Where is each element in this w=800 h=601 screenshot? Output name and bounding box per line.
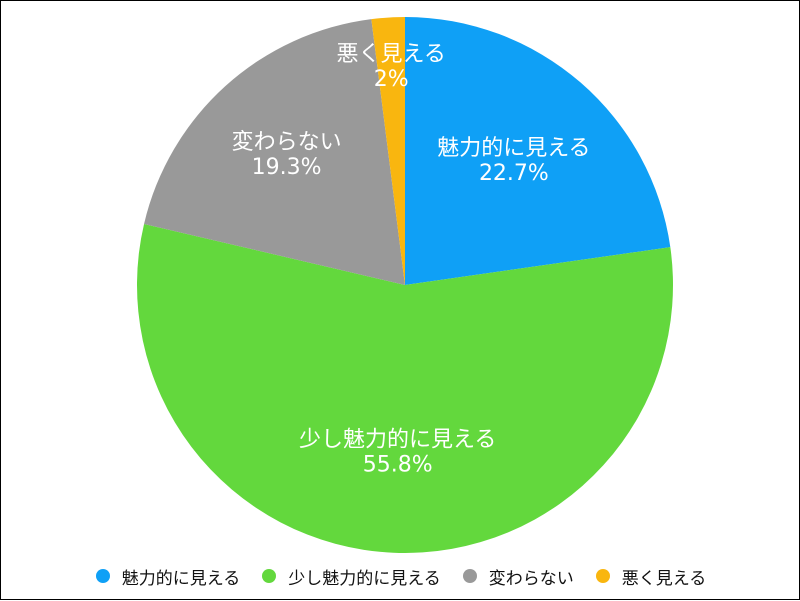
legend-swatch-1	[262, 569, 277, 583]
legend-label-2: 変わらない	[488, 568, 574, 589]
slice-value-label-0: 22.7%	[479, 161, 549, 186]
slice-name-label-2: 変わらない	[232, 130, 342, 155]
slice-name-label-3: 悪く見える	[337, 42, 446, 67]
legend-swatch-2	[462, 569, 477, 583]
legend: 魅力的に見える 少し魅力的に見える 変わらない 悪く見える	[1, 563, 800, 589]
legend-item-0: 魅力的に見える	[95, 564, 241, 589]
legend-item-3: 悪く見える	[595, 564, 707, 589]
pie-slice-3	[371, 17, 405, 285]
legend-item-1: 少し魅力的に見える	[262, 564, 441, 589]
slice-name-label-0: 魅力的に見える	[437, 136, 590, 161]
legend-label-0: 魅力的に見える	[121, 568, 241, 589]
slice-value-label-3: 2%	[374, 67, 409, 92]
legend-label-1: 少し魅力的に見える	[288, 568, 441, 589]
slice-value-label-2: 19.3%	[252, 155, 322, 180]
legend-label-3: 悪く見える	[621, 568, 707, 589]
slice-name-label-1: 少し魅力的に見える	[299, 427, 496, 452]
legend-item-2: 変わらない	[462, 564, 574, 589]
pie-slice-1	[136, 223, 673, 554]
legend-swatch-3	[595, 569, 610, 583]
legend-swatch-0	[95, 569, 110, 583]
slice-value-label-1: 55.8%	[363, 452, 433, 477]
pie-slice-0	[405, 17, 671, 285]
pie-slice-2	[144, 19, 406, 285]
